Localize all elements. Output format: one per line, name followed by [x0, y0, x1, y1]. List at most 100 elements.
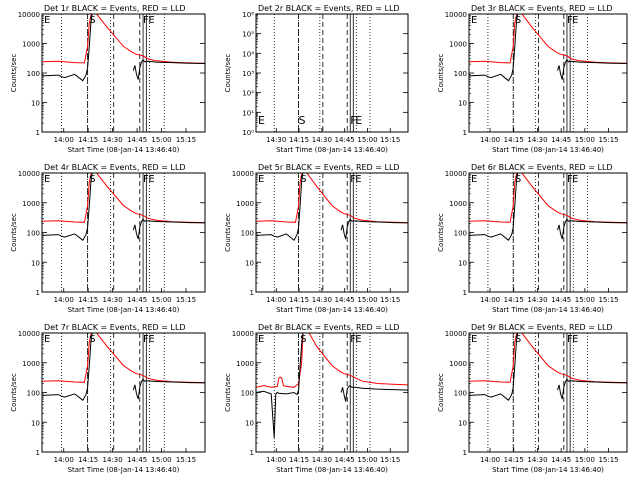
series-events-line	[256, 333, 304, 438]
y-tick-label: 100	[27, 390, 40, 398]
x-axis-label: Start Time (08-Jan-14 13:46:40)	[276, 306, 388, 314]
series-lld-line	[42, 173, 205, 224]
y-axis-label: Counts/sec	[224, 373, 232, 412]
y-tick-label: 10000	[445, 330, 467, 338]
x-tick-label: 14:15	[78, 296, 98, 304]
marker-s: S	[299, 114, 306, 127]
x-tick-label: 14:00	[480, 136, 500, 144]
y-tick-label: 1	[463, 129, 467, 137]
panel-title: Det 3r BLACK = Events, RED = LLD	[471, 4, 613, 13]
series-group	[256, 173, 408, 241]
y-tick-label: 1000	[236, 360, 254, 368]
series-group	[469, 14, 627, 82]
x-axis-label: Start Time (08-Jan-14 13:46:40)	[276, 466, 388, 474]
y-tick-label: 100	[454, 390, 467, 398]
y-tick-label: 10²	[242, 90, 254, 98]
x-tick-label: 14:45	[551, 296, 571, 304]
y-axis-label: Counts/sec	[10, 373, 18, 412]
series-events-line	[132, 58, 205, 80]
marker-e: E	[44, 334, 50, 345]
series-events-line	[132, 218, 205, 240]
marker-e: E	[355, 114, 362, 127]
x-tick-label: 14:00	[266, 296, 286, 304]
x-tick-label: 14:30	[527, 296, 547, 304]
y-tick-label: 1000	[22, 200, 40, 208]
series-group	[42, 173, 205, 241]
marker-f: F	[567, 174, 573, 185]
y-tick-label: 100	[27, 230, 40, 238]
y-axis-label: Counts/sec	[10, 54, 18, 93]
y-tick-label: 10000	[18, 330, 40, 338]
marker-e: E	[572, 174, 578, 185]
y-tick-label: 10⁵	[242, 31, 254, 39]
x-tick-label: 14:30	[103, 136, 123, 144]
x-tick-label: 14:15	[504, 456, 524, 464]
x-tick-label: 14:45	[127, 296, 147, 304]
series-events-line	[469, 14, 519, 82]
series-events-line	[557, 58, 627, 80]
x-tick-label: 14:00	[54, 456, 74, 464]
x-tick-label: 14:15	[504, 136, 524, 144]
x-tick-label: 14:30	[312, 456, 332, 464]
x-tick-label: 14:00	[54, 296, 74, 304]
x-axis-label: Start Time (08-Jan-14 13:46:40)	[492, 466, 604, 474]
x-axis-label: Start Time (08-Jan-14 13:46:40)	[492, 306, 604, 314]
marker-e: E	[148, 15, 154, 26]
marker-e: E	[471, 15, 477, 26]
x-tick-label: 14:00	[266, 456, 286, 464]
x-tick-label: 15:00	[151, 296, 171, 304]
panel-title: Det 2r BLACK = Events, RED = LLD	[258, 4, 400, 13]
marker-f: F	[567, 334, 573, 345]
panel-title: Det 9r BLACK = Events, RED = LLD	[471, 323, 613, 332]
x-axis-label: Start Time (08-Jan-14 13:46:40)	[276, 146, 388, 154]
x-tick-label: 15:15	[176, 456, 196, 464]
x-axis-label: Start Time (08-Jan-14 13:46:40)	[68, 146, 180, 154]
marker-e: E	[258, 174, 264, 185]
x-tick-label: 15:00	[357, 456, 377, 464]
y-tick-label: 10⁶	[242, 11, 254, 19]
panel-title: Det 1r BLACK = Events, RED = LLD	[44, 4, 186, 13]
series-group	[256, 333, 408, 438]
marker-f: F	[143, 15, 149, 26]
y-tick-label: 10000	[232, 330, 254, 338]
x-tick-label: 15:15	[176, 136, 196, 144]
y-tick-label: 1000	[449, 41, 467, 49]
x-tick-label: 14:30	[527, 456, 547, 464]
x-axis-label: Start Time (08-Jan-14 13:46:40)	[492, 146, 604, 154]
y-tick-label: 1	[36, 289, 40, 297]
y-tick-label: 10000	[232, 170, 254, 178]
marker-s: S	[515, 15, 521, 26]
y-tick-label: 10	[31, 100, 40, 108]
marker-e: E	[572, 334, 578, 345]
y-tick-label: 1	[250, 449, 254, 457]
marker-f: F	[567, 15, 573, 26]
y-tick-label: 10000	[18, 11, 40, 19]
panel-title: Det 7r BLACK = Events, RED = LLD	[44, 323, 186, 332]
series-events-line	[340, 218, 408, 240]
x-tick-label: 14:15	[289, 296, 309, 304]
x-tick-label: 14:30	[103, 456, 123, 464]
y-tick-label: 100	[454, 230, 467, 238]
panel-title: Det 4r BLACK = Events, RED = LLD	[44, 163, 186, 172]
series-events-line	[557, 218, 627, 240]
marker-s: S	[300, 174, 306, 185]
y-tick-label: 10	[31, 259, 40, 267]
series-group	[469, 333, 627, 401]
y-tick-label: 10⁰	[242, 129, 254, 137]
x-tick-label: 14:15	[289, 456, 309, 464]
y-tick-label: 10¹	[242, 109, 254, 117]
x-tick-label: 14:15	[504, 296, 524, 304]
marker-f: F	[350, 334, 356, 345]
y-tick-label: 1	[250, 289, 254, 297]
x-tick-label: 14:00	[480, 456, 500, 464]
x-tick-label: 14:15	[78, 136, 98, 144]
marker-s: S	[515, 174, 521, 185]
series-events-line	[42, 14, 93, 82]
y-tick-label: 10	[458, 100, 467, 108]
x-tick-label: 14:15	[289, 136, 309, 144]
